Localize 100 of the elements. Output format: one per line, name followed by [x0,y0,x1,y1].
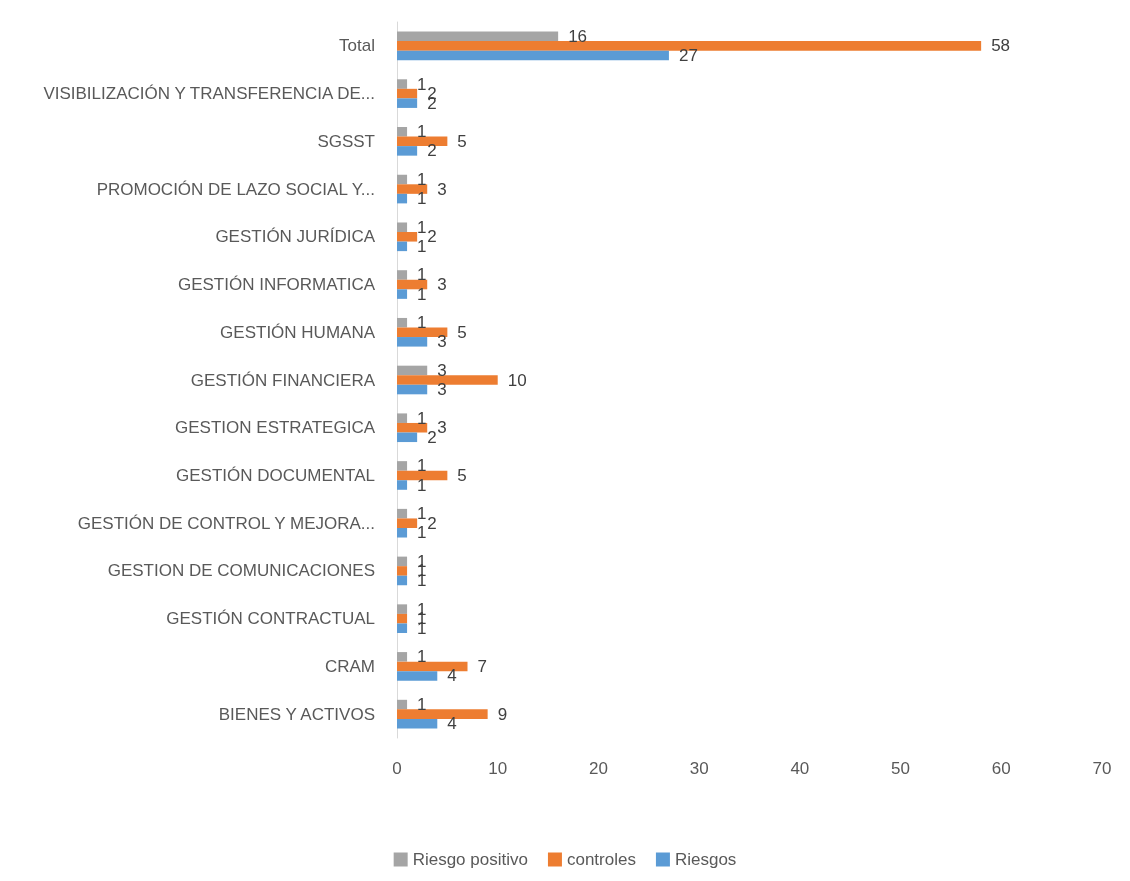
y-tick-label: SGSST [317,131,375,151]
data-label: 1 [417,217,427,237]
bar [397,422,428,433]
data-label: 2 [427,513,437,533]
data-label: 5 [457,131,467,151]
y-tick-label: GESTIÓN JURÍDICA [215,227,376,247]
data-label: 1 [417,504,427,524]
data-label: 4 [447,714,457,734]
bar [397,50,669,61]
bar [397,79,408,89]
bar [397,88,418,99]
bar [397,289,408,299]
bar [397,384,428,395]
bar [397,222,408,233]
data-label: 1 [417,74,427,94]
data-label: 4 [447,666,457,686]
bar [397,699,408,710]
bar [397,480,408,490]
data-label: 1 [417,284,427,304]
data-label: 1 [417,236,427,256]
bar [397,98,418,108]
bar [397,652,408,662]
y-tick-label: GESTION DE COMUNICACIONES [107,561,375,581]
bar [397,671,438,681]
bar [397,718,438,729]
bar [397,41,982,51]
legend-label: Riesgo positivo [412,850,528,869]
bar [397,241,408,252]
x-tick-label: 20 [588,759,608,778]
data-label: 3 [437,332,447,352]
bar [397,270,408,280]
bar [397,193,408,204]
bar [397,604,408,614]
bar [397,518,418,528]
data-label: 2 [427,141,437,161]
data-label: 1 [417,189,427,209]
x-tick-label: 10 [488,759,508,778]
data-label: 1 [417,523,427,543]
legend-label: controles [566,850,636,869]
data-label: 3 [437,179,447,199]
bar [397,174,408,185]
bar [397,375,498,385]
data-label: 9 [497,704,508,724]
x-tick-label: 50 [891,759,911,778]
x-tick-label: 70 [1092,759,1112,778]
data-label: 2 [427,427,437,447]
y-tick-label: Total [339,36,375,56]
bar [397,566,408,576]
data-label: 1 [417,122,427,142]
y-tick-label: GESTIÓN FINANCIERA [190,370,376,390]
data-label: 1 [417,456,427,476]
data-label: 3 [437,418,447,438]
bar [397,461,408,471]
data-label: 58 [991,36,1011,56]
data-label: 1 [417,265,427,285]
y-tick-label: GESTION ESTRATEGICA [175,418,376,438]
data-label: 16 [568,26,588,46]
data-label: 1 [417,647,427,667]
data-label: 10 [507,370,527,390]
bar [397,613,408,624]
data-label: 1 [417,475,427,495]
bar [397,317,408,328]
data-label: 27 [678,45,698,65]
bar [397,146,418,156]
y-tick-label: GESTIÓN DE CONTROL Y MEJORA... [77,513,375,533]
data-label: 1 [417,408,427,428]
y-tick-label: CRAM [324,656,375,676]
legend-label: Riesgos [674,850,737,869]
bar [397,184,428,194]
x-tick-label: 30 [689,759,709,778]
y-tick-label: GESTIÓN INFORMATICA [177,275,376,295]
data-label: 5 [457,322,467,342]
bar [397,337,428,347]
bar [397,575,408,586]
data-label: 7 [477,656,487,676]
x-tick-label: 40 [790,759,810,778]
y-tick-label: GESTIÓN HUMANA [220,322,376,342]
x-tick-label: 60 [991,759,1011,778]
y-tick-label: BIENES Y ACTIVOS [218,704,375,724]
y-tick-label: GESTIÓN CONTRACTUAL [166,609,375,629]
x-tick-label: 0 [392,759,402,778]
bar [397,556,408,567]
data-label: 5 [457,465,467,485]
bar [397,365,428,376]
bar [397,623,408,633]
bar [397,413,408,423]
data-label: 2 [427,227,437,247]
bar [397,127,408,137]
bar [397,527,408,538]
bar [397,31,559,42]
bar [397,508,408,519]
bar [397,709,488,719]
bar [397,232,418,242]
data-label: 3 [437,275,447,295]
bar [397,279,428,290]
bar [397,470,448,481]
y-tick-label: PROMOCIÓN DE LAZO SOCIAL Y... [96,179,375,199]
y-tick-label: VISIBILIZACIÓN Y TRANSFERENCIA DE... [43,84,375,104]
bar [397,432,418,443]
data-label: 1 [417,313,427,333]
